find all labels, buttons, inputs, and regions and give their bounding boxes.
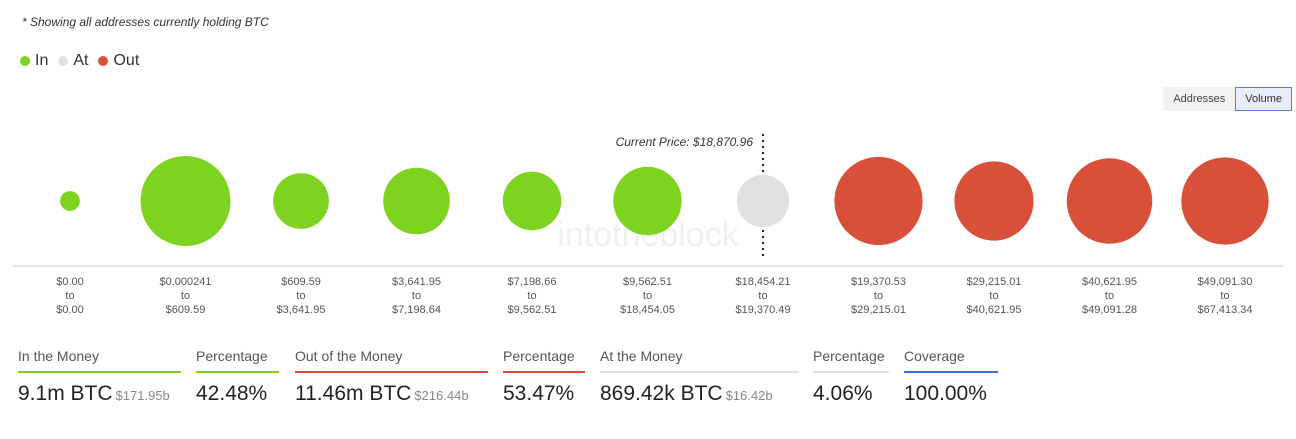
- range-high-label: $9,562.51: [508, 304, 557, 316]
- stat-usd-value: $216.44b: [414, 388, 469, 403]
- bubble-at[interactable]: [736, 174, 790, 228]
- stat-block: Out of the Money 11.46m BTC $216.44b: [295, 348, 488, 406]
- range-high-label: $3,641.95: [277, 304, 326, 316]
- range-low-label: $29,215.01: [966, 276, 1021, 288]
- stat-block: At the Money 869.42k BTC $16.42b: [600, 348, 799, 406]
- range-low-label: $19,370.53: [851, 276, 906, 288]
- range-high-label: $29,215.01: [851, 304, 906, 316]
- range-high-label: $609.59: [166, 304, 206, 316]
- stat-label: Percentage: [503, 348, 585, 373]
- stat-usd-value: $16.42b: [725, 388, 773, 403]
- stat-value: 100.00%: [904, 382, 998, 406]
- range-to-label: to: [65, 290, 74, 302]
- holding-note: * Showing all addresses currently holdin…: [22, 15, 269, 29]
- range-to-label: to: [643, 290, 652, 302]
- legend-item-out[interactable]: Out: [98, 52, 139, 70]
- legend-item-in[interactable]: In: [20, 52, 48, 70]
- range-high-label: $7,198.64: [392, 304, 441, 316]
- bubble-in[interactable]: [273, 173, 329, 229]
- bubble-out[interactable]: [834, 156, 923, 246]
- stat-value: 42.48%: [196, 382, 279, 406]
- range-high-label: $67,413.34: [1197, 304, 1252, 316]
- stat-label: At the Money: [600, 348, 799, 373]
- range-high-label: $40,621.95: [966, 304, 1021, 316]
- range-to-label: to: [1220, 290, 1229, 302]
- stat-value: 11.46m BTC $216.44b: [295, 382, 488, 406]
- bubble-out[interactable]: [1181, 157, 1269, 245]
- range-low-label: $49,091.30: [1197, 276, 1252, 288]
- stat-value: 869.42k BTC $16.42b: [600, 382, 799, 406]
- stat-label: Percentage: [813, 348, 889, 373]
- stat-block: Percentage 42.48%: [196, 348, 279, 406]
- range-low-label: $609.59: [281, 276, 321, 288]
- stat-value-text: 869.42k BTC: [600, 382, 723, 405]
- stat-value-text: 53.47%: [503, 382, 575, 405]
- legend-dot-at: [58, 56, 69, 66]
- stat-value-text: 100.00%: [904, 382, 987, 405]
- volume-button[interactable]: Volume: [1235, 87, 1292, 111]
- legend-dot-in: [20, 56, 30, 66]
- bubble-in[interactable]: [60, 191, 80, 211]
- view-toggle: Addresses Volume: [1163, 87, 1292, 111]
- current-price-label: Current Price: $18,870.96: [616, 135, 754, 149]
- stat-value-text: 4.06%: [813, 382, 873, 405]
- range-low-label: $9,562.51: [623, 276, 672, 288]
- range-to-label: to: [527, 290, 536, 302]
- bubble-out[interactable]: [954, 161, 1034, 241]
- bubble-in[interactable]: [140, 156, 231, 246]
- range-high-label: $0.00: [56, 304, 84, 316]
- stat-label: Out of the Money: [295, 348, 488, 373]
- bubble-out[interactable]: [1066, 158, 1153, 244]
- addresses-button[interactable]: Addresses: [1163, 87, 1236, 111]
- range-low-label: $40,621.95: [1082, 276, 1137, 288]
- range-to-label: to: [874, 290, 883, 302]
- range-to-label: to: [296, 290, 305, 302]
- stat-block: In the Money 9.1m BTC $171.95b: [18, 348, 181, 406]
- stat-value-text: 42.48%: [196, 382, 268, 405]
- legend-label-out: Out: [113, 52, 140, 69]
- range-low-label: $0.000241: [160, 276, 212, 288]
- range-low-label: $18,454.21: [735, 276, 790, 288]
- stat-value: 4.06%: [813, 382, 889, 406]
- stat-value: 9.1m BTC $171.95b: [18, 382, 181, 406]
- bubble-in[interactable]: [383, 167, 450, 235]
- range-high-label: $49,091.28: [1082, 304, 1137, 316]
- range-to-label: to: [412, 290, 421, 302]
- stat-label: Coverage: [904, 348, 998, 373]
- summary-stats: In the Money 9.1m BTC $171.95b Percentage 42…: [0, 348, 1296, 428]
- stat-value-text: 11.46m BTC: [295, 382, 412, 405]
- range-to-label: to: [181, 290, 190, 302]
- range-high-label: $19,370.49: [735, 304, 790, 316]
- legend-dot-out: [98, 56, 109, 66]
- bubble-in[interactable]: [502, 171, 562, 231]
- range-to-label: to: [1105, 290, 1114, 302]
- range-to-label: to: [758, 290, 767, 302]
- bubble-in[interactable]: [613, 166, 682, 236]
- range-to-label: to: [989, 290, 998, 302]
- stat-block: Coverage 100.00%: [904, 348, 998, 406]
- legend-label-at: At: [73, 52, 89, 69]
- stat-block: Percentage 53.47%: [503, 348, 585, 406]
- stat-value: 53.47%: [503, 382, 585, 406]
- stat-label: In the Money: [18, 348, 181, 373]
- iomap-bubble-chart: intotheblockCurrent Price: $18,870.96$0.…: [12, 134, 1284, 316]
- range-low-label: $0.00: [56, 276, 84, 288]
- stat-block: Percentage 4.06%: [813, 348, 889, 406]
- range-low-label: $7,198.66: [508, 276, 557, 288]
- range-low-label: $3,641.95: [392, 276, 441, 288]
- chart-legend: In At Out: [20, 52, 149, 70]
- stat-label: Percentage: [196, 348, 279, 373]
- legend-item-at[interactable]: At: [58, 52, 88, 70]
- stat-usd-value: $171.95b: [115, 388, 170, 403]
- stat-value-text: 9.1m BTC: [18, 382, 113, 405]
- range-high-label: $18,454.05: [620, 304, 675, 316]
- legend-label-in: In: [35, 52, 49, 69]
